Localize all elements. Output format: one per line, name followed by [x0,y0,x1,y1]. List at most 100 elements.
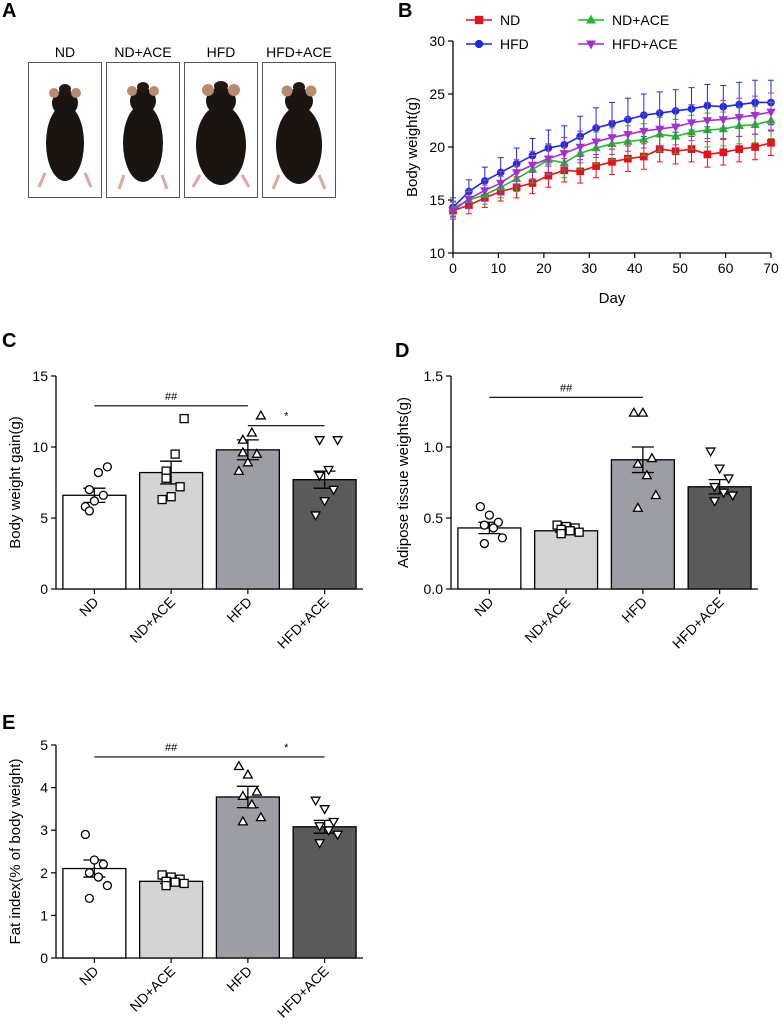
data-point [591,143,601,152]
data-point [93,872,104,882]
data-point [702,117,713,126]
data-point [718,123,728,133]
panel-letter-c: C [2,330,17,352]
data-point [175,874,185,884]
data-point [735,100,744,109]
x-tick-label: HFD+ACE [274,963,332,1021]
data-point [102,880,113,891]
y-tick-label: 20 [429,139,445,155]
bar-hfd [215,796,280,959]
x-axis-label: Day [599,290,626,307]
x-tick-label: 30 [581,260,597,276]
data-point [255,811,267,822]
data-point [93,467,104,478]
data-point [175,482,185,492]
data-point [251,785,263,796]
data-point [544,144,553,152]
data-point [314,436,326,446]
data-point [592,124,600,132]
bar-nd-ace [534,530,599,590]
data-point [556,524,566,535]
data-point [591,138,601,147]
y-tick-label: 0 [40,581,48,597]
bar-hfd-ace [292,479,357,590]
y-axis-label: Body weight(g) [404,97,421,197]
data-point [497,533,508,543]
data-point [323,465,335,476]
bar-nd-ace [139,471,204,590]
data-point [314,839,326,849]
data-point [246,798,258,809]
data-point [570,523,580,533]
data-point [687,145,696,153]
legend-marker [586,14,596,24]
data-point [465,187,473,196]
data-point [448,203,458,212]
data-point [161,466,171,476]
mouse-image [106,62,180,198]
data-point [639,111,648,120]
data-point [328,817,340,828]
data-point [575,148,585,157]
data-point [687,104,696,113]
data-point [702,125,713,134]
data-point [161,473,171,483]
data-point [607,134,617,143]
data-point [484,510,495,520]
data-point [670,123,681,132]
data-point [607,138,617,148]
data-point [686,127,697,136]
x-tick-label: HFD [618,594,650,626]
data-point [527,164,538,173]
data-point [624,115,632,124]
data-point [464,195,474,204]
data-point [84,506,95,516]
mouse-photo-nd-ace: ND+ACE [106,42,180,198]
mouse-photo-hfd: HFD [184,42,258,198]
data-point [543,154,554,163]
data-point [310,511,322,522]
panel-letter-b: B [398,0,413,22]
data-point [766,108,776,118]
data-point [237,433,249,444]
data-point [179,413,189,424]
data-point [637,406,649,417]
x-tick-label: ND+ACE [126,963,178,1015]
data-point [237,790,249,800]
data-point [179,878,189,889]
mouse-label: HFD+ACE [266,44,332,60]
x-tick-label: HFD+ACE [274,594,332,652]
legend-marker [586,40,596,50]
data-point [655,125,665,134]
data-point [511,169,522,178]
data-point [718,116,728,125]
data-point [319,497,331,507]
data-point [161,880,171,891]
data-point [323,826,335,837]
y-tick-label: 10 [429,245,445,261]
data-point [655,145,664,153]
mouse-label: HFD [206,44,236,60]
data-point [170,449,180,459]
data-point [480,194,489,202]
data-point [723,474,735,485]
data-point [623,131,633,140]
bar-hfd [215,449,280,590]
bar-nd [457,527,522,590]
data-point [449,206,457,215]
panel-letter-a: A [2,0,17,22]
data-point [80,829,91,840]
mouse-image [262,62,336,198]
mouse-label: ND [54,44,76,60]
data-point [528,151,537,160]
data-point [719,148,728,157]
data-point [705,447,717,458]
data-point [734,114,744,123]
data-point [608,119,616,128]
data-point [735,145,744,153]
y-tick-label: 2 [40,865,48,881]
y-tick-label: 0.5 [424,510,444,526]
legend-label: HFD [500,36,529,52]
data-point [671,107,680,115]
series-line-hfd [452,101,771,208]
